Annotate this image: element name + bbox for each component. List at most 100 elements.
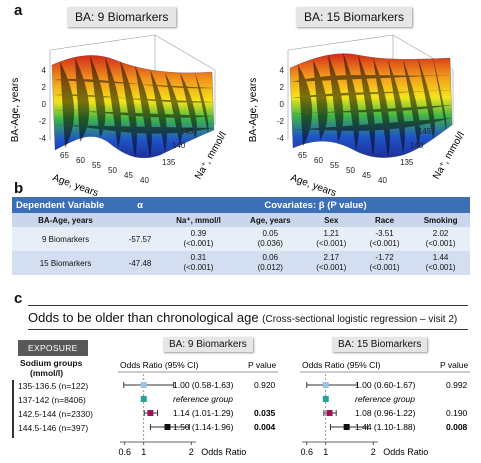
odds-ratio-marker — [326, 410, 333, 416]
odds-ratio-marker — [140, 396, 147, 402]
odds-ratio-marker — [140, 382, 147, 388]
subheader-cell — [119, 213, 161, 227]
or-value-label: reference group — [173, 394, 233, 404]
surface-plot-9: 4 2 0 -2 -4 BA-Age, years 65 60 55 50 45… — [10, 34, 229, 198]
x-tick: 60 — [76, 156, 85, 165]
odds-ratio-marker — [322, 382, 329, 388]
x-axis-label: Age, years — [289, 172, 338, 198]
subheader-cell: Sex — [304, 213, 358, 227]
forest-title-15: BA: 15 Biomarkers — [332, 337, 428, 352]
y-axis-label: Na⁺, mmol/l — [431, 130, 467, 181]
subheader-cell: Smoking — [411, 213, 470, 227]
odds-ratio-marker — [164, 424, 171, 430]
z-tick: 4 — [42, 66, 47, 75]
table-cell: -3.51 (<0.001) — [357, 227, 412, 251]
table-row: 9 Biomarkers -57.57 0.39 (<0.001) 0.05 (0.… — [12, 227, 470, 251]
table-cell: 2.17 (<0.001) — [304, 251, 358, 275]
p-value-label: 0.920 — [254, 380, 276, 390]
x-tick: 55 — [92, 161, 101, 170]
x-tick: 65 — [60, 151, 69, 160]
x-tick-label: 1 — [141, 447, 146, 457]
divider-bottom — [28, 329, 468, 330]
y-axis-label: Na⁺, mmol/l — [193, 130, 229, 181]
y-tick: 145 — [180, 127, 194, 136]
odds-heading-main: Odds to be older than chronological age — [28, 310, 259, 325]
forest-plot-9: Odds Ratio (95% CI) P value 1.00 (0.58-1.6… — [118, 360, 278, 457]
odds-heading-sub: (Cross-sectional logistic regression – v… — [262, 314, 458, 325]
x-tick: 55 — [330, 161, 339, 170]
z-tick: 2 — [42, 83, 47, 92]
exposure-label: EXPOSURE — [18, 340, 88, 356]
table-row: 15 Biomarkers -47.48 0.31 (<0.001) 0.06 (0… — [12, 251, 470, 275]
subheader-cell: Na⁺, mmol/l — [161, 213, 236, 227]
or-value-label: 1.00 (0.60-1.67) — [355, 380, 416, 390]
surface-plot-15: 4 2 0 -2 -4 BA-Age, years 65 60 55 50 45… — [248, 34, 467, 198]
header-dependent: Dependent Variable — [12, 197, 119, 213]
group-label: 142.5-144 (n=2330) — [18, 409, 93, 419]
table-cell: 1.44 (<0.001) — [411, 251, 470, 275]
z-tick: -4 — [39, 134, 47, 143]
x-tick: 45 — [362, 171, 371, 180]
y-tick: 135 — [162, 158, 176, 167]
odds-ratio-marker — [343, 424, 350, 430]
divider-top — [28, 305, 468, 306]
group-label: 137-142 (n=8406) — [18, 395, 86, 405]
group-title-unit: (mmol/l) — [30, 368, 64, 378]
x-axis-label: Age, years — [51, 172, 100, 198]
x-tick-label: 2 — [189, 447, 194, 457]
or-value-label: 1.50 (1.14-1.96) — [173, 422, 234, 432]
row-label: 9 Biomarkers — [12, 227, 119, 251]
z-tick: -2 — [39, 117, 47, 126]
p-value-label: 0.008 — [446, 422, 468, 432]
x-axis-label: Odds Ratio — [201, 447, 246, 457]
subheader-cell: BA-Age, years — [12, 213, 119, 227]
subheader-cell: Age, years — [235, 213, 305, 227]
column-header-or: Odds Ratio (95% CI) — [120, 360, 199, 370]
alpha-value: -57.57 — [119, 227, 161, 251]
p-value-label: 0.035 — [254, 408, 276, 418]
row-label: 15 Biomarkers — [12, 251, 119, 275]
or-value-label: 1.14 (1.01-1.29) — [173, 408, 234, 418]
alpha-value: -47.48 — [119, 251, 161, 275]
x-tick: 65 — [298, 151, 307, 160]
odds-ratio-marker — [147, 410, 154, 416]
group-title: Sodium groups — [20, 358, 83, 368]
y-tick: 145 — [418, 127, 432, 136]
odds-ratio-marker — [322, 396, 329, 402]
or-value-label: 1.44 (1.10-1.88) — [355, 422, 416, 432]
z-axis-label: BA-Age, years — [248, 78, 259, 142]
x-tick: 50 — [108, 166, 117, 175]
group-label: 144.5-146 (n=397) — [18, 423, 89, 433]
x-tick-label: 0.6 — [118, 447, 131, 457]
y-tick: 140 — [410, 141, 424, 150]
group-label: 135-136.5 (n=122) — [18, 381, 89, 391]
subheader-cell: Race — [357, 213, 412, 227]
panel-b-letter: b — [14, 180, 24, 197]
z-tick: 4 — [280, 66, 285, 75]
p-value-label: 0.992 — [446, 380, 468, 390]
or-value-label: 1.08 (0.96-1.22) — [355, 408, 416, 418]
x-axis-label: Odds Ratio — [383, 447, 428, 457]
column-header-p: P value — [248, 360, 276, 370]
table-cell: 2.02 (<0.001) — [411, 227, 470, 251]
covariates-table: Dependent Variable α Covariates: β (P va… — [12, 197, 470, 275]
x-tick: 40 — [378, 176, 387, 185]
x-tick-label: 2 — [371, 447, 376, 457]
forest-title-9: BA: 9 Biomarkers — [163, 337, 253, 352]
p-value-label: 0.190 — [446, 408, 468, 418]
column-header-or: Odds Ratio (95% CI) — [302, 360, 381, 370]
p-value-label: 0.004 — [254, 422, 276, 432]
or-value-label: 1.00 (0.58-1.63) — [173, 380, 234, 390]
group-bracket — [12, 380, 14, 438]
x-tick: 45 — [124, 171, 133, 180]
x-tick: 60 — [314, 156, 323, 165]
table-subheader-row: BA-Age, years Na⁺, mmol/l Age, years Sex… — [12, 213, 470, 227]
x-tick: 40 — [140, 176, 149, 185]
z-tick: 2 — [280, 83, 285, 92]
panel-c-letter: c — [14, 290, 23, 307]
table-cell: -1.72 (<0.001) — [357, 251, 412, 275]
z-tick: -4 — [277, 134, 285, 143]
table-cell: 1.21 (<0.001) — [304, 227, 358, 251]
column-header-p: P value — [440, 360, 468, 370]
y-tick: 140 — [172, 141, 186, 150]
